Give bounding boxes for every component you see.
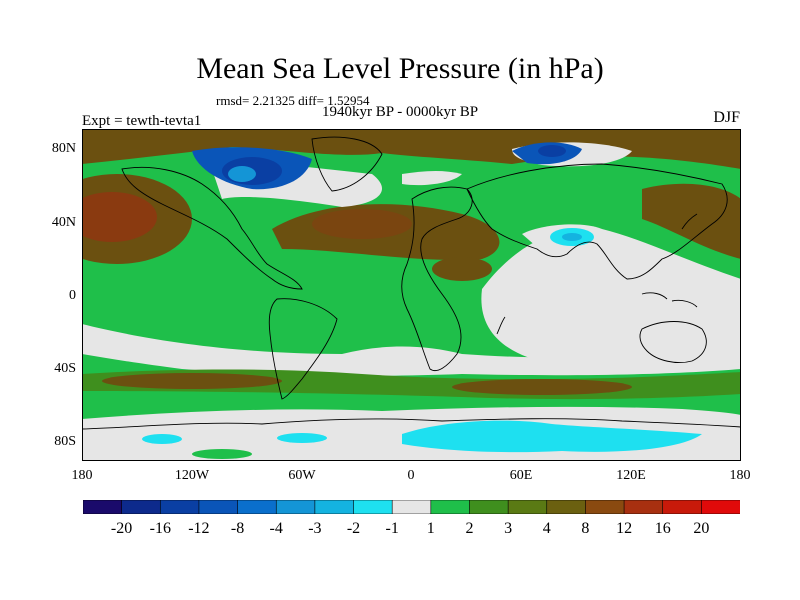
lon-tick-60w: 60W: [288, 468, 316, 483]
colorbar-label: 1: [426, 520, 435, 537]
lat-tick-40n: 40N: [51, 215, 76, 230]
colorbar-swatch: [623, 500, 664, 514]
colorbar-label: 16: [654, 520, 671, 537]
colorbar-swatch: [121, 500, 161, 514]
lat-tick-80n: 80N: [51, 141, 76, 156]
colorbar-label: -2: [346, 520, 361, 537]
lat-tick-0: 0: [69, 288, 76, 303]
map-title: Mean Sea Level Pressure (in hPa): [196, 52, 604, 85]
colorbar-swatch: [391, 500, 432, 514]
colorbar-swatch: [585, 500, 625, 514]
colorbar-label: -16: [149, 520, 171, 537]
colorbar-label: -1: [385, 520, 399, 537]
colorbar-label: -12: [188, 520, 210, 537]
lon-tick-0: 0: [407, 468, 415, 483]
lon-tick-120w: 120W: [174, 468, 210, 483]
colorbar-swatch: [198, 500, 239, 514]
colorbar-label: 20: [693, 520, 710, 537]
colorbar-label: -8: [230, 520, 245, 537]
colorbar-label: 2: [465, 520, 474, 537]
colorbar-label: 4: [542, 520, 551, 537]
stats-text: rmsd= 2.21325 diff= 1.52954: [216, 93, 370, 108]
colorbar-swatch: [159, 500, 200, 514]
colorbar-label: 8: [581, 520, 590, 537]
colorbar: [83, 500, 740, 514]
colorbar-label: 12: [616, 520, 633, 537]
colorbar-swatch: [314, 500, 355, 514]
period-text: 1940kyr BP - 0000kyr BP: [322, 104, 479, 120]
lon-tick-180w: 180: [71, 468, 93, 483]
season-label: DJF: [713, 109, 740, 126]
experiment-label: Expt = tewth-tevta1: [82, 113, 202, 129]
southern-white-band: [82, 324, 741, 376]
colorbar-swatch: [237, 500, 277, 514]
indian-ocean-low: [481, 228, 741, 369]
colorbar-swatch: [507, 500, 548, 514]
colorbar-label: -20: [110, 520, 133, 537]
colorbar-label: -4: [269, 520, 283, 537]
colorbar-swatch: [701, 500, 740, 514]
arctic-high: [82, 129, 741, 169]
lat-tick-40s: 40S: [54, 361, 76, 376]
colorbar-swatch: [469, 500, 509, 514]
colorbar-label: -3: [308, 520, 322, 537]
colorbar-swatch: [430, 500, 471, 514]
lat-tick-80s: 80S: [54, 434, 76, 449]
colorbar-swatch: [275, 500, 316, 514]
colorbar-swatch: [662, 500, 702, 514]
lon-tick-60e: 60E: [509, 468, 533, 483]
colorbar-swatch: [353, 500, 393, 514]
lon-tick-120e: 120E: [616, 468, 646, 483]
colorbar-swatch: [83, 500, 123, 514]
colorbar-swatch: [546, 500, 587, 514]
lon-tick-180e: 180: [729, 468, 751, 483]
pressure-map: [82, 129, 741, 461]
colorbar-label: 3: [504, 520, 513, 537]
